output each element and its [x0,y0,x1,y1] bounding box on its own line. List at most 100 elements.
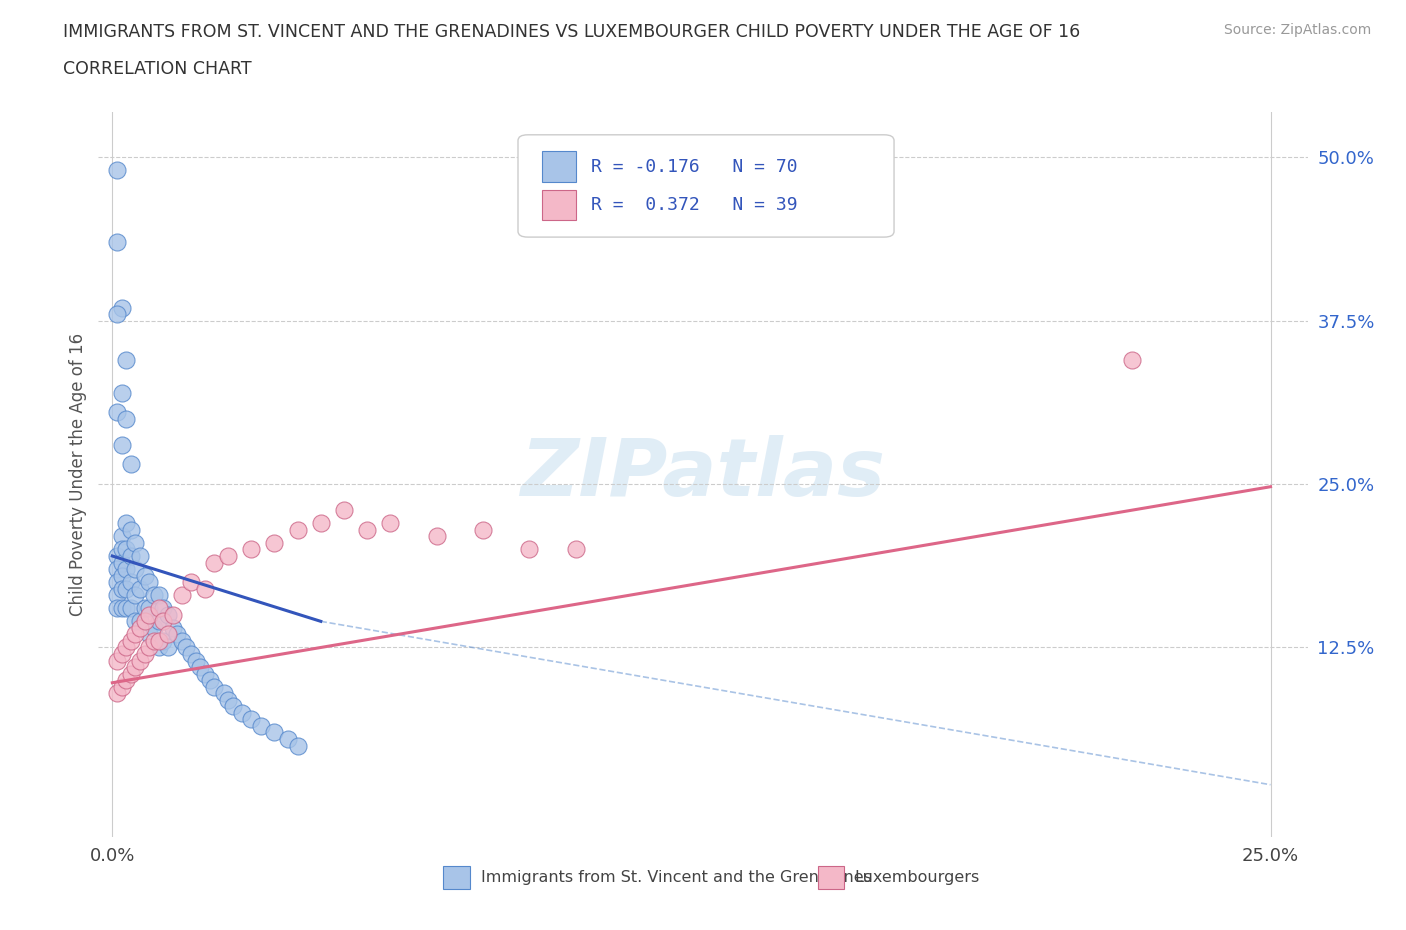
Point [148,640,170,655]
Point [148,601,170,616]
Point [180,575,202,590]
Point [240,712,263,727]
Point [217,692,239,707]
Point [176,640,198,655]
Point [115,352,138,367]
Point [129,549,152,564]
Point [263,536,285,551]
Point [156,640,179,655]
Point [115,562,138,577]
Point [194,666,217,681]
Point [124,536,146,551]
Point [162,607,184,622]
Text: R = -0.176   N = 70: R = -0.176 N = 70 [591,158,797,176]
Point [170,588,193,603]
Text: IMMIGRANTS FROM ST. VINCENT AND THE GRENADINES VS LUXEMBOURGER CHILD POVERTY UND: IMMIGRANTS FROM ST. VINCENT AND THE GREN… [63,23,1081,41]
Point [222,698,245,713]
Point [129,614,152,629]
Point [426,529,449,544]
Point [105,405,128,419]
Point [110,555,132,570]
Point [217,549,239,564]
Point [115,672,138,687]
Point [124,659,146,674]
Point [110,568,132,583]
Point [110,601,132,616]
FancyBboxPatch shape [818,866,845,889]
Point [110,542,132,557]
Point [120,601,142,616]
FancyBboxPatch shape [517,135,894,237]
FancyBboxPatch shape [543,152,576,182]
Point [138,601,160,616]
Point [120,549,142,564]
Point [105,653,128,668]
Point [148,633,170,648]
Point [152,633,174,648]
Point [263,725,285,740]
Point [184,653,207,668]
Text: Source: ZipAtlas.com: Source: ZipAtlas.com [1223,23,1371,37]
Point [148,588,170,603]
Point [120,666,142,681]
Point [517,542,540,557]
Point [129,581,152,596]
Text: Luxembourgers: Luxembourgers [855,870,980,885]
Point [166,627,188,642]
Point [110,529,132,544]
Point [115,411,138,426]
Point [1121,352,1143,367]
Point [333,503,356,518]
Point [170,633,193,648]
Point [134,568,156,583]
Point [110,385,132,400]
Point [156,627,179,642]
FancyBboxPatch shape [543,190,576,220]
Text: ZIPatlas: ZIPatlas [520,435,886,513]
Point [180,646,202,661]
Point [287,738,309,753]
Point [105,163,128,178]
Point [120,575,142,590]
Point [240,542,263,557]
Point [124,588,146,603]
Point [143,620,166,635]
Point [277,732,299,747]
Point [124,627,146,642]
Point [134,614,156,629]
Point [120,523,142,538]
Point [162,620,184,635]
Point [110,679,132,694]
Text: R =  0.372   N = 39: R = 0.372 N = 39 [591,196,797,214]
Point [105,562,128,577]
Point [134,601,156,616]
Point [564,542,586,557]
Point [129,620,152,635]
Point [120,633,142,648]
Point [287,523,309,538]
Point [134,646,156,661]
Point [115,581,138,596]
Point [110,437,132,452]
Point [105,601,128,616]
Point [115,601,138,616]
Point [143,588,166,603]
Point [138,575,160,590]
Point [356,523,378,538]
Point [138,640,160,655]
Text: Immigrants from St. Vincent and the Grenadines: Immigrants from St. Vincent and the Gren… [481,870,872,885]
Text: CORRELATION CHART: CORRELATION CHART [63,60,252,78]
Point [380,516,402,531]
Point [105,307,128,322]
Point [129,653,152,668]
Point [471,523,494,538]
Point [115,516,138,531]
Point [231,705,253,720]
Point [202,679,225,694]
Point [152,601,174,616]
Point [212,685,235,700]
Point [105,235,128,250]
Point [110,581,132,596]
Point [105,685,128,700]
Point [115,640,138,655]
